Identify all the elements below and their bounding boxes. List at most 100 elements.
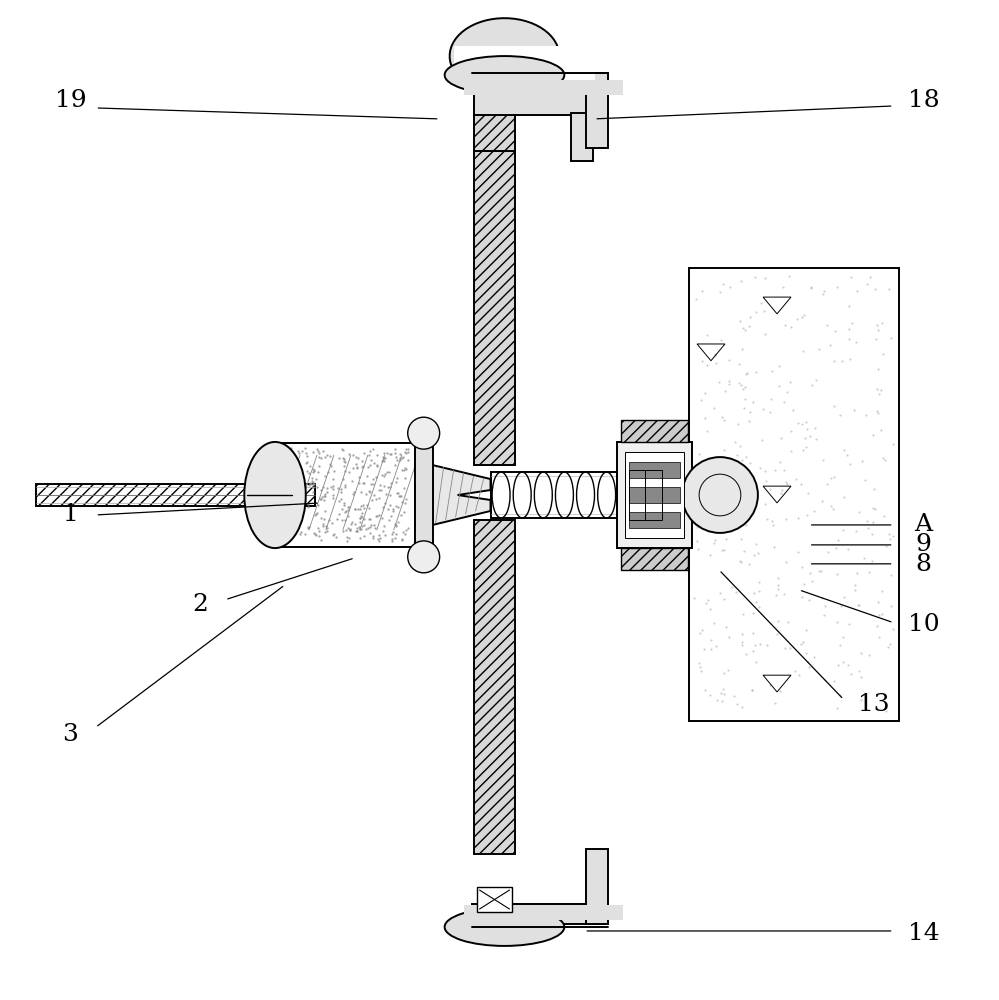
Point [370,531,386,547]
Point [794,416,810,432]
Point [329,529,345,545]
Point [728,469,744,485]
Point [839,447,855,463]
Point [359,497,375,513]
Point [884,436,900,452]
Point [390,485,406,501]
Point [715,276,731,292]
Point [273,529,289,545]
Point [783,443,799,459]
Point [703,632,719,648]
Bar [270,443,415,547]
Point [308,506,324,522]
Point [345,486,361,502]
Point [746,585,762,601]
Bar [472,904,606,924]
Point [344,473,360,489]
Point [371,533,387,549]
Point [776,586,792,602]
Point [793,636,809,652]
Ellipse shape [445,56,564,94]
Point [841,321,857,337]
Point [339,529,355,545]
Point [272,468,288,484]
Point [394,462,410,478]
Point [842,351,858,367]
Point [870,405,886,421]
Point [398,461,414,477]
Point [397,460,413,476]
Point [347,501,363,517]
Point [714,542,730,558]
Point [825,353,841,369]
Point [313,510,329,526]
Circle shape [408,417,440,449]
Point [387,516,403,532]
Point [377,450,393,466]
Point [775,279,791,295]
Point [746,637,762,653]
Point [394,531,410,547]
Text: 13: 13 [858,693,889,716]
Point [326,471,342,487]
Point [702,601,718,617]
Point [364,517,380,533]
Point [375,523,391,539]
Point [353,508,369,524]
Point [699,327,715,343]
Point [329,511,345,527]
Point [366,487,382,503]
Point [751,574,767,590]
Point [356,511,372,527]
Polygon shape [450,18,559,94]
Text: 14: 14 [908,922,939,945]
Point [794,559,810,575]
Point [369,491,385,507]
Point [851,597,867,613]
Point [353,514,369,530]
Point [384,526,400,542]
Point [814,286,830,302]
Point [748,364,764,380]
Point [380,479,396,495]
Point [347,501,363,517]
Point [390,485,406,501]
Point [336,458,352,474]
Point [280,521,296,537]
Point [834,353,850,369]
Point [827,540,843,556]
Point [797,430,813,446]
Point [727,434,743,450]
Bar [474,151,515,465]
Point [397,462,413,478]
Point [871,607,887,623]
Point [369,447,385,463]
Point [767,462,783,478]
Text: 8: 8 [915,553,931,576]
Point [324,458,340,474]
Point [342,521,358,537]
Point [279,489,295,505]
Point [398,522,414,538]
Point [279,533,295,549]
Point [288,504,304,520]
Point [798,645,814,661]
Point [401,520,417,536]
Point [307,463,323,479]
Point [334,501,350,517]
Point [881,526,897,542]
Point [771,358,787,374]
Point [363,452,379,468]
Point [300,496,316,512]
Point [387,457,403,473]
Point [691,655,707,671]
Point [865,500,881,516]
Point [278,466,294,482]
Point [309,479,325,495]
Point [354,505,370,521]
Point [292,475,308,491]
Point [276,475,292,491]
Point [291,464,307,480]
Point [367,455,383,471]
Point [864,427,880,443]
